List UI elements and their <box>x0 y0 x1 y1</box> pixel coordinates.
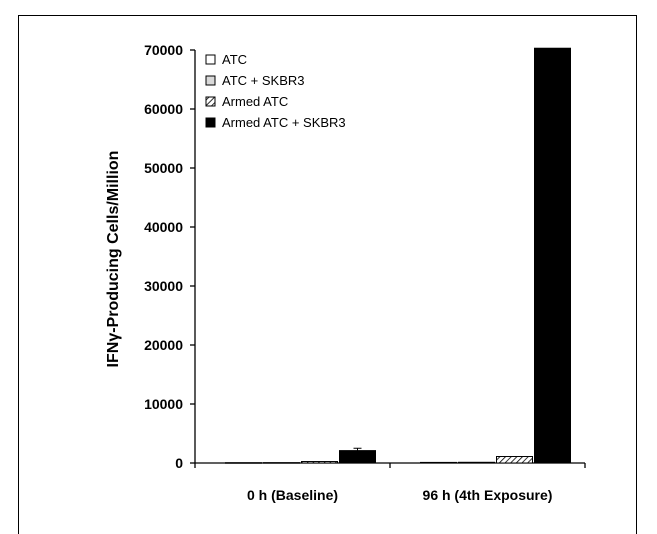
bars <box>225 47 571 464</box>
bar <box>496 456 533 464</box>
bar <box>263 462 300 464</box>
axes: 0 10000 20000 30000 40000 50000 60000 70000 0 h … <box>144 42 586 503</box>
x-tick-label: 0 h (Baseline) <box>247 487 338 503</box>
y-tick-label: 70000 <box>144 42 183 58</box>
bar <box>339 450 376 464</box>
y-tick-label: 10000 <box>144 396 183 412</box>
chart-frame <box>18 15 637 534</box>
y-tick-label: 20000 <box>144 337 183 353</box>
bar <box>534 47 571 464</box>
error-bars <box>353 447 362 451</box>
legend-label: Armed ATC <box>222 94 288 109</box>
legend-swatch <box>205 75 216 86</box>
bar <box>458 461 495 464</box>
y-tick-label: 50000 <box>144 160 183 176</box>
y-tick-label: 40000 <box>144 219 183 235</box>
bar <box>225 462 262 464</box>
legend-label: ATC + SKBR3 <box>222 73 304 88</box>
legend-swatch <box>205 96 216 107</box>
legend-swatch <box>205 117 216 128</box>
legend: ATC ATC + SKBR3 Armed ATC Armed ATC + SKBR3 <box>205 52 346 130</box>
x-tick-label: 96 h (4th Exposure) <box>423 487 553 503</box>
y-tick-label: 60000 <box>144 101 183 117</box>
y-tick-label: 0 <box>175 455 183 471</box>
bar <box>301 461 338 464</box>
y-tick-label: 30000 <box>144 278 183 294</box>
y-axis-label: IFNγ-Producing Cells/Million <box>105 151 122 368</box>
legend-swatch <box>205 54 216 65</box>
bar <box>420 461 457 464</box>
legend-label: Armed ATC + SKBR3 <box>222 115 346 130</box>
legend-label: ATC <box>222 52 247 67</box>
